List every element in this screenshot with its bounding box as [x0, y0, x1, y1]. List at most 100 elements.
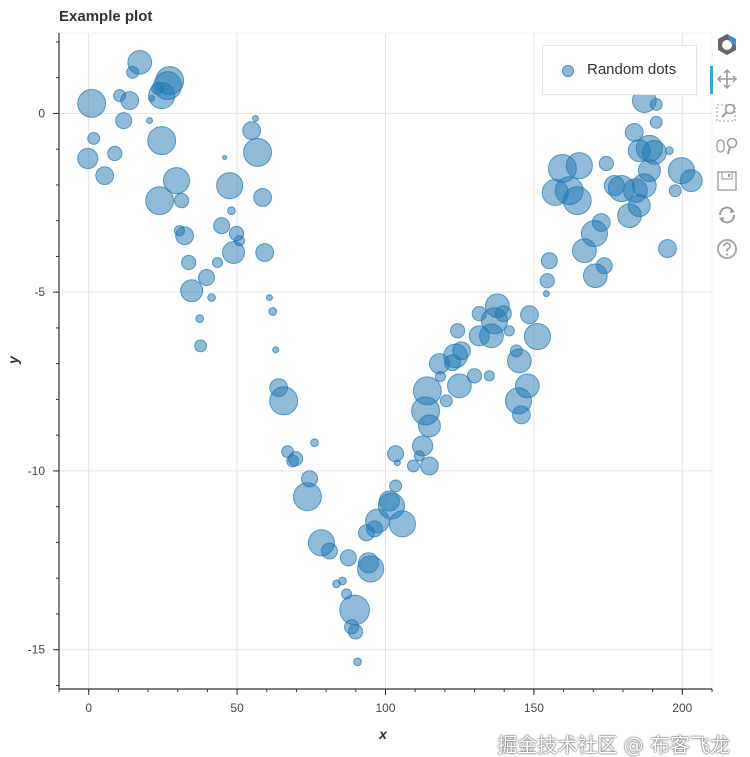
wheel-zoom-tool[interactable] [712, 130, 742, 164]
scatter-point [173, 193, 190, 209]
scatter-point [347, 624, 364, 640]
scatter-point [512, 405, 531, 425]
toolbar [710, 28, 748, 266]
scatter-point [562, 186, 592, 216]
legend[interactable]: Random dots [542, 45, 697, 95]
scatter-point [268, 307, 278, 316]
scatter-point [107, 145, 123, 162]
scatter-point [181, 254, 197, 271]
scatter-point [162, 167, 191, 195]
legend-marker [562, 65, 574, 77]
x-tick-label: 0 [85, 701, 92, 715]
scatter-point [265, 294, 273, 302]
scatter-point [216, 172, 244, 200]
x-tick-label: 200 [672, 701, 692, 715]
bokeh-logo[interactable] [712, 28, 742, 62]
bokeh-logo-icon [718, 34, 736, 55]
scatter-point [679, 169, 703, 193]
pan-icon [716, 68, 738, 90]
reset-icon [719, 206, 735, 224]
scatter-point [151, 81, 164, 95]
scatter-point [255, 243, 275, 262]
scatter-point [292, 482, 322, 512]
x-tick-label: 150 [524, 701, 544, 715]
scatter-point [389, 479, 403, 493]
scatter-point [412, 376, 442, 406]
scatter-point [520, 305, 539, 325]
scatter-point [115, 112, 133, 130]
save-tool[interactable] [712, 164, 742, 198]
scatter-point [503, 325, 515, 337]
scatter-point [542, 290, 550, 298]
x-tick-label: 50 [230, 701, 244, 715]
scatter-point [452, 341, 471, 361]
pan-tool[interactable] [710, 62, 742, 96]
scatter-point [387, 445, 405, 463]
scatter-point [483, 370, 495, 382]
box-zoom-icon [716, 103, 736, 122]
scatter-point [412, 435, 434, 457]
scatter-point [222, 241, 246, 264]
scatter-point [227, 206, 236, 216]
scatter-point [447, 373, 472, 399]
scatter-point [207, 293, 216, 302]
scatter-point [598, 155, 614, 172]
scatter-point [194, 339, 208, 353]
scatter-point [540, 252, 558, 270]
scatter-point [243, 137, 273, 167]
scatter-point [233, 235, 246, 247]
scatter-point [539, 273, 555, 289]
scatter-point [439, 394, 453, 408]
scatter-points [77, 49, 703, 667]
help-tool[interactable] [712, 232, 742, 266]
x-tick-label: 100 [375, 701, 395, 715]
chart-title: Example plot [59, 8, 153, 25]
scatter-point [627, 139, 651, 163]
scatter-point [450, 323, 466, 339]
scatter-point [222, 154, 228, 160]
scatter-point [357, 555, 385, 583]
y-axis-label: y [5, 355, 21, 365]
scatter-point [338, 576, 347, 586]
scatter-point [87, 132, 101, 145]
legend-label: Random dots [587, 61, 677, 78]
scatter-point [523, 322, 552, 351]
scatter-point [420, 456, 439, 476]
wheel-zoom-icon [716, 137, 738, 155]
scatter-point [272, 346, 280, 354]
y-tick-label: -15 [28, 643, 46, 657]
scatter-point [627, 194, 651, 218]
scatter-point [147, 126, 177, 156]
y-tick-label: 0 [38, 106, 45, 120]
scatter-point [180, 279, 204, 303]
scatter-point [253, 188, 273, 207]
scatter-point [466, 368, 483, 384]
grid [58, 32, 713, 690]
scatter-point [668, 184, 682, 198]
scatter-point [320, 542, 338, 560]
x-axis-label: x [378, 726, 388, 742]
scatter-point [269, 386, 299, 416]
watermark: 掘金技术社区 @ 布客飞龙 [497, 733, 730, 757]
y-tick-label: -5 [34, 285, 45, 299]
scatter-point [582, 263, 608, 289]
save-icon [717, 171, 737, 191]
reset-tool[interactable] [712, 198, 742, 232]
scatter-point [77, 88, 107, 118]
scatter-point [339, 549, 357, 567]
scatter-point [506, 348, 532, 374]
scatter-point [211, 256, 224, 269]
scatter-point [310, 438, 319, 448]
scatter-point [388, 510, 416, 538]
scatter-point [95, 166, 115, 186]
scatter-point [591, 213, 611, 232]
scatter-point [417, 414, 441, 438]
axes: 0 50 100 150 200 0 -5 -10 -15 [28, 33, 713, 715]
scatter-point [664, 146, 674, 155]
scatter-point [353, 657, 362, 667]
box-zoom-tool[interactable] [712, 96, 742, 130]
scatter-point [242, 121, 262, 141]
scatter-point [195, 314, 205, 323]
help-icon [717, 239, 737, 259]
